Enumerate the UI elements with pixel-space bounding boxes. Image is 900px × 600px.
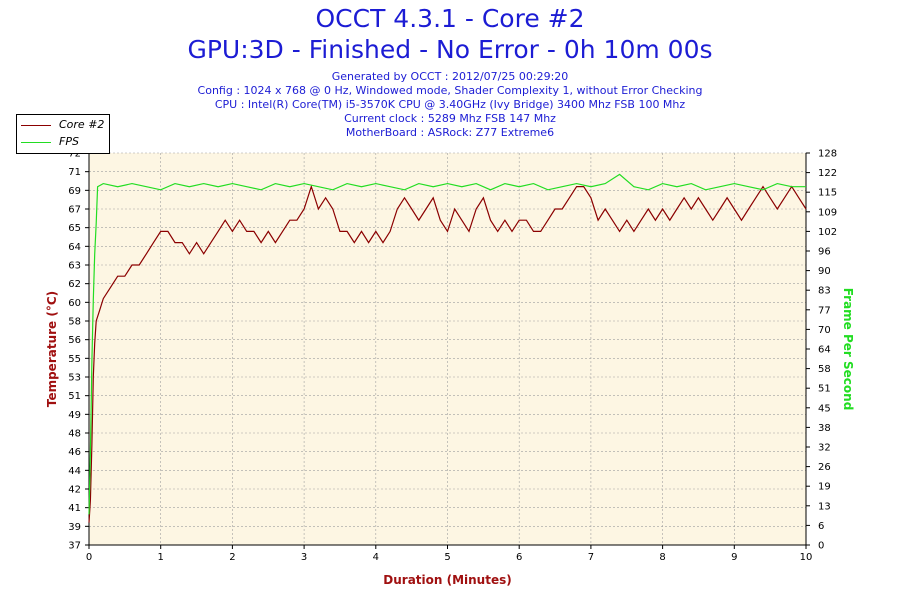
y-tick-label: 63 [68,261,81,272]
y-tick-label: 65 [68,223,81,234]
x-tick-label: 10 [800,552,813,563]
x-tick-label: 4 [373,552,379,563]
y-tick-label: 41 [68,503,81,514]
x-tick-label: 8 [659,552,665,563]
x-tick-label: 0 [86,552,92,563]
y-tick-label: 72 [68,149,81,160]
y2-axis-label: Frame Per Second [841,288,855,411]
x-tick-label: 2 [229,552,235,563]
y-tick-label: 49 [68,410,81,421]
legend: Core #2 FPS [16,114,110,154]
y2-tick-label: 83 [818,286,831,297]
y2-tick-label: 58 [818,364,831,375]
config-info: Config : 1024 x 768 @ 0 Hz, Windowed mod… [197,84,703,97]
y2-tick-label: 90 [818,266,831,277]
y-tick-label: 44 [68,466,81,477]
y2-tick-label: 77 [818,305,831,316]
y-tick-label: 69 [68,186,81,197]
clock-info: Current clock : 5289 Mhz FSB 147 Mhz [344,112,556,125]
y-tick-label: 62 [68,279,81,290]
y-tick-label: 53 [68,373,81,384]
y2-tick-label: 26 [818,462,831,473]
y-tick-label: 58 [68,317,81,328]
y-tick-label: 46 [68,447,81,458]
y2-tick-label: 96 [818,247,831,258]
motherboard-info: MotherBoard : ASRock: Z77 Extreme6 [345,126,555,139]
y2-tick-label: 45 [818,403,831,414]
chart-title: OCCT 4.3.1 - Core #2 [315,4,585,33]
y-tick-label: 51 [68,391,81,402]
y-tick-label: 55 [68,354,81,365]
y2-tick-label: 13 [818,501,831,512]
y-tick-label: 37 [68,541,81,552]
cpu-info: CPU : Intel(R) Core(TM) i5-3570K CPU @ 3… [214,98,686,111]
x-axis-label: Duration (Minutes) [383,573,511,587]
y-axis-label: Temperature (°C) [45,291,59,407]
legend-swatch-temperature [21,125,51,126]
y2-tick-label: 64 [818,345,831,356]
y2-tick-label: 109 [818,207,837,218]
y-tick-label: 48 [68,429,81,440]
y-tick-label: 39 [68,522,81,533]
y2-tick-label: 128 [818,149,837,160]
x-tick-label: 5 [444,552,450,563]
legend-swatch-fps [21,142,51,143]
series-line-temperature [88,184,807,523]
y2-tick-label: 0 [818,541,824,552]
y2-tick-label: 115 [818,188,837,199]
y2-tick-label: 6 [818,521,824,532]
chart-subtitle: GPU:3D - Finished - No Error - 0h 10m 00… [187,35,713,64]
y2-tick-label: 19 [818,482,831,493]
y2-tick-label: 122 [818,168,837,179]
y-tick-label: 56 [68,335,81,346]
y2-tick-label: 102 [818,227,837,238]
y-tick-label: 64 [68,242,81,253]
x-tick-label: 7 [588,552,594,563]
generated-info: Generated by OCCT : 2012/07/25 00:29:20 [331,70,569,83]
x-tick-label: 9 [731,552,737,563]
legend-label-fps: FPS [59,135,79,148]
y-tick-label: 42 [68,485,81,496]
y2-tick-label: 32 [818,443,831,454]
x-tick-label: 1 [158,552,164,563]
y2-tick-label: 51 [818,384,831,395]
x-tick-label: 3 [301,552,307,563]
y-tick-label: 67 [68,205,81,216]
y2-tick-label: 70 [818,325,831,336]
series-line-fps [88,173,806,515]
x-tick-label: 6 [516,552,522,563]
legend-label-temperature: Core #2 [59,118,105,131]
y-tick-label: 71 [68,167,81,178]
y-tick-label: 60 [68,298,81,309]
y2-tick-label: 38 [818,423,831,434]
